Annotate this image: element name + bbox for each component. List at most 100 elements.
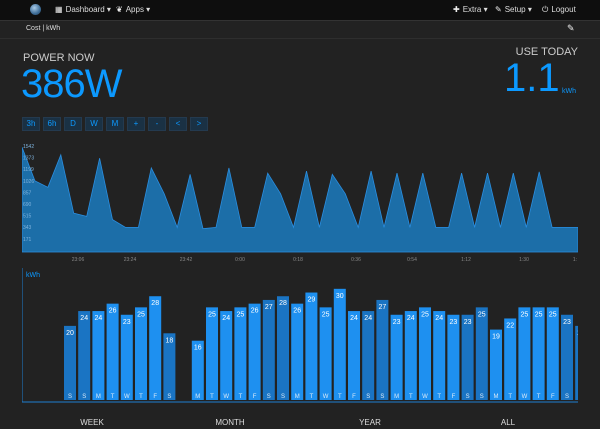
extra-menu[interactable]: ✚ Extra ▾ <box>453 0 488 20</box>
bar-value-label: 23 <box>450 319 458 326</box>
kwh-bar[interactable] <box>532 307 545 400</box>
bar-value-label: 23 <box>563 319 571 326</box>
y-tick-label: 857 <box>23 190 32 196</box>
kwh-bar[interactable] <box>419 307 431 400</box>
kwh-bar[interactable] <box>575 325 578 400</box>
y-axis-label: kWh <box>26 272 40 279</box>
x-tick-label: 1: <box>573 257 577 263</box>
bar-day-label: S <box>68 394 72 400</box>
bar-day-label: T <box>210 394 214 400</box>
bar-value-label: 24 <box>435 315 443 322</box>
range-6h-button[interactable]: 6h <box>43 117 61 131</box>
kwh-bar[interactable] <box>404 311 417 400</box>
range-month-button[interactable]: M <box>106 117 124 131</box>
kwh-bar[interactable] <box>447 314 460 400</box>
apps-menu[interactable]: ❦ Apps ▾ <box>116 0 150 20</box>
range-3h-button[interactable]: 3h <box>22 117 40 131</box>
bar-value-label: 27 <box>265 304 273 311</box>
bar-day-label: T <box>310 394 314 400</box>
caret-down-icon: ▾ <box>481 5 488 14</box>
power-area-chart[interactable]: 1542 1373 1199 1026 857 690 515 343 171 23:06 23:2… <box>22 138 578 266</box>
bar-day-label: S <box>380 394 384 400</box>
dashboard-menu[interactable]: ▦ Dashboard ▾ <box>55 0 111 20</box>
kwh-bar[interactable] <box>348 311 360 400</box>
bar-day-label: W <box>223 394 229 400</box>
zoom-in-button[interactable]: + <box>127 117 145 131</box>
bar-day-label: T <box>111 394 115 400</box>
kwh-bar[interactable] <box>390 314 403 400</box>
apps-label: Apps <box>125 5 144 14</box>
kwh-bar[interactable] <box>64 325 76 400</box>
bar-day-label: S <box>466 394 470 400</box>
bar-day-label: F <box>253 394 257 400</box>
divider <box>0 38 600 39</box>
setup-menu[interactable]: ✎ Setup ▾ <box>495 0 532 20</box>
kwh-bar[interactable] <box>461 314 474 400</box>
kwh-bar[interactable] <box>220 311 233 400</box>
bar-day-label: W <box>323 394 329 400</box>
x-tick-label: 23:42 <box>180 257 193 263</box>
daily-kwh-bar-chart[interactable]: kWh 20 S 24 S 24 M 26 T 23 W 25 T 28 F 18 S 16 M 25 T 24 W 25 T 2… <box>22 268 578 404</box>
pan-left-button[interactable]: < <box>169 117 187 131</box>
caret-down-icon: ▾ <box>525 5 532 14</box>
x-tick-label: 1:12 <box>461 257 471 263</box>
kwh-bar[interactable] <box>149 296 162 400</box>
y-tick-label: 690 <box>23 202 32 208</box>
kwh-bar[interactable] <box>163 333 176 400</box>
kwh-bar[interactable] <box>376 299 389 400</box>
tab-month[interactable]: MONTH <box>215 418 245 427</box>
tab-year[interactable]: YEAR <box>359 418 381 427</box>
kwh-bar[interactable] <box>120 314 133 400</box>
kwh-bar[interactable] <box>433 311 446 400</box>
kwh-bar[interactable] <box>248 303 261 400</box>
bar-value-label: 24 <box>350 315 358 322</box>
settings-wrench-icon[interactable]: ✎ <box>567 23 575 33</box>
logo-icon[interactable] <box>30 4 41 15</box>
bar-day-label: S <box>366 394 370 400</box>
kwh-bar[interactable] <box>333 288 346 400</box>
kwh-bar[interactable] <box>78 311 91 400</box>
bar-day-label: S <box>480 394 484 400</box>
range-week-button[interactable]: W <box>85 117 103 131</box>
zoom-out-button[interactable]: - <box>148 117 166 131</box>
x-tick-label: 23:24 <box>124 257 137 263</box>
tab-week[interactable]: WEEK <box>80 418 104 427</box>
kwh-bar[interactable] <box>362 311 375 400</box>
kwh-bar[interactable] <box>191 340 204 400</box>
range-day-button[interactable]: D <box>64 117 82 131</box>
kwh-bar[interactable] <box>277 296 289 400</box>
kwh-bar[interactable] <box>234 307 247 400</box>
kwh-bar[interactable] <box>504 318 517 400</box>
y-tick-label: 1542 <box>23 144 34 150</box>
bar-value-label: 22 <box>506 322 514 329</box>
kwh-bar[interactable] <box>92 311 105 400</box>
bar-value-label: 25 <box>478 311 486 318</box>
bar-value-label: 25 <box>322 311 330 318</box>
kwh-bar[interactable] <box>305 292 318 400</box>
bar-value-label: 24 <box>364 315 372 322</box>
bar-value-label: 23 <box>464 319 472 326</box>
kwh-bar[interactable] <box>319 307 332 400</box>
bar-day-label: M <box>195 394 200 400</box>
y-tick-label: 515 <box>23 214 32 220</box>
kwh-bar[interactable] <box>490 329 502 400</box>
kwh-bar[interactable] <box>135 307 147 400</box>
kwh-bar[interactable] <box>106 303 119 400</box>
kwh-bar[interactable] <box>206 307 218 400</box>
x-tick-label: 0:36 <box>351 257 361 263</box>
tab-all[interactable]: ALL <box>500 418 516 427</box>
use-today-unit: kWh <box>562 88 576 95</box>
bar-value-label: 26 <box>251 308 259 315</box>
bar-value-label: 16 <box>194 345 202 352</box>
kwh-bar[interactable] <box>546 307 559 400</box>
kwh-bar[interactable] <box>561 314 573 400</box>
logout-link[interactable]: ⏻ Logout <box>542 0 576 20</box>
kwh-bar[interactable] <box>291 303 304 400</box>
leaf-icon: ❦ <box>116 5 123 14</box>
bar-value-label: 29 <box>308 297 316 304</box>
kwh-bar[interactable] <box>518 307 531 400</box>
kwh-bar[interactable] <box>475 307 488 400</box>
kwh-bar[interactable] <box>262 299 275 400</box>
y-tick-label: 1373 <box>23 156 34 162</box>
pan-right-button[interactable]: > <box>190 117 208 131</box>
